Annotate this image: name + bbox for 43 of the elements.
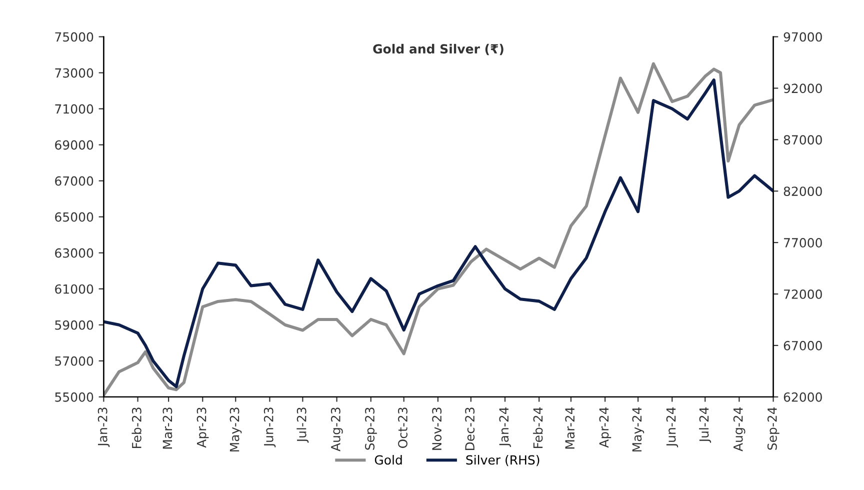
x-tick-label: Nov-23 bbox=[432, 408, 442, 450]
x-tick-label: Jan-24 bbox=[499, 407, 511, 447]
x-tick-label: Jan-23 bbox=[98, 408, 110, 447]
y-tick-label: 75000 bbox=[55, 32, 94, 42]
x-tick-label: Oct-23 bbox=[398, 408, 408, 448]
y2-tick-label: 92000 bbox=[784, 84, 822, 94]
x-tick-label: Mar-24 bbox=[565, 407, 575, 449]
x-tick-label: Feb-24 bbox=[533, 407, 543, 448]
x-tick-label: Dec-23 bbox=[465, 408, 475, 450]
x-tick-label: Apr-24 bbox=[599, 407, 612, 448]
x-tick-label: May-24 bbox=[632, 407, 644, 452]
x-tick-label: Aug-23 bbox=[330, 408, 343, 452]
text: Gold and Silver (₹) bbox=[373, 44, 504, 56]
y-tick-label: 65000 bbox=[55, 212, 94, 222]
x-tick-label: May-23 bbox=[230, 408, 242, 452]
y-tick-label: 59000 bbox=[55, 320, 94, 330]
y2-tick-label: 62000 bbox=[784, 392, 822, 402]
y-tick-label: 69000 bbox=[55, 140, 94, 150]
legend-label: Silver (RHS) bbox=[466, 454, 540, 466]
y2-tick-label: 87000 bbox=[784, 135, 822, 145]
x-tick-label: Jun-24 bbox=[666, 407, 678, 448]
legend-label: Gold bbox=[374, 454, 402, 465]
x-tick-label: Feb-23 bbox=[132, 408, 142, 448]
y2-tick-label: 97000 bbox=[784, 32, 822, 42]
x-tick-label: Mar-23 bbox=[162, 408, 172, 449]
x-tick-label: Jun-23 bbox=[264, 408, 276, 448]
y-tick-label: 73000 bbox=[55, 68, 94, 78]
x-tick-label: Sep-23 bbox=[365, 408, 377, 450]
x-tick-label: Jul-24 bbox=[699, 407, 712, 443]
y-tick-label: 63000 bbox=[55, 248, 94, 258]
y2-tick-label: 77000 bbox=[784, 238, 822, 248]
x-tick-label: Jul-23 bbox=[296, 408, 309, 443]
x-tick-label: Sep-24 bbox=[767, 407, 780, 450]
y2-tick-label: 72000 bbox=[784, 289, 822, 299]
x-tick-label: Apr-23 bbox=[196, 408, 209, 448]
y-tick-label: 55000 bbox=[55, 392, 94, 402]
y2-tick-label: 67000 bbox=[784, 340, 822, 350]
y2-tick-label: 82000 bbox=[784, 186, 822, 196]
y-tick-label: 61000 bbox=[55, 284, 94, 294]
x-tick-label: Aug-24 bbox=[733, 407, 746, 452]
y-tick-label: 71000 bbox=[55, 104, 94, 114]
y-tick-label: 67000 bbox=[55, 176, 94, 186]
y-tick-label: 57000 bbox=[55, 356, 94, 366]
